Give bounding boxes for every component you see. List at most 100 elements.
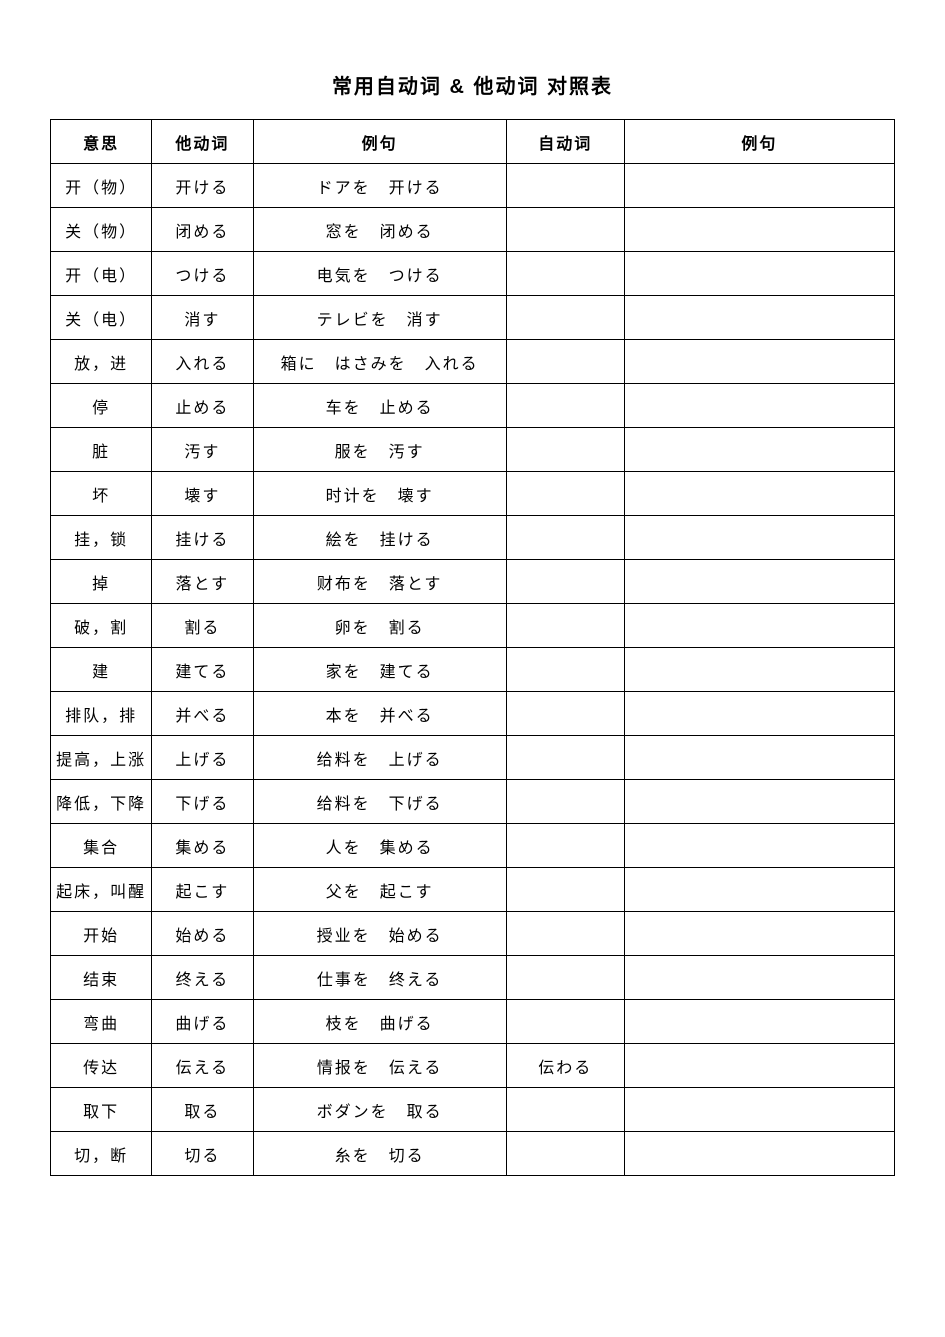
cell-tadoshi: 集める [152, 824, 253, 868]
col-header-meaning: 意思 [51, 120, 152, 164]
cell-tadoshi: 壊す [152, 472, 253, 516]
cell-ex2 [624, 1000, 894, 1044]
cell-jidoshi [506, 252, 624, 296]
cell-tadoshi: 止める [152, 384, 253, 428]
cell-ex2 [624, 560, 894, 604]
cell-jidoshi [506, 956, 624, 1000]
cell-tadoshi: 汚す [152, 428, 253, 472]
cell-ex2 [624, 648, 894, 692]
cell-ex1: 情报を 伝える [253, 1044, 506, 1088]
cell-jidoshi [506, 692, 624, 736]
cell-ex2 [624, 912, 894, 956]
col-header-example2: 例句 [624, 120, 894, 164]
cell-jidoshi [506, 384, 624, 428]
cell-meaning: 脏 [51, 428, 152, 472]
cell-ex2 [624, 780, 894, 824]
cell-tadoshi: 割る [152, 604, 253, 648]
table-row: 开（物）开けるドアを 开ける [51, 164, 895, 208]
cell-ex1: 电気を つける [253, 252, 506, 296]
cell-tadoshi: 消す [152, 296, 253, 340]
cell-tadoshi: 曲げる [152, 1000, 253, 1044]
cell-tadoshi: 始める [152, 912, 253, 956]
table-row: 提高，上涨上げる给料を 上げる [51, 736, 895, 780]
cell-ex2 [624, 252, 894, 296]
table-row: 排队，排并べる本を 并べる [51, 692, 895, 736]
cell-meaning: 开（物） [51, 164, 152, 208]
cell-ex2 [624, 1044, 894, 1088]
cell-meaning: 破，割 [51, 604, 152, 648]
cell-jidoshi [506, 648, 624, 692]
table-row: 开（电）つける电気を つける [51, 252, 895, 296]
table-row: 建建てる家を 建てる [51, 648, 895, 692]
cell-ex2 [624, 208, 894, 252]
cell-jidoshi [506, 1088, 624, 1132]
cell-ex2 [624, 384, 894, 428]
cell-jidoshi [506, 516, 624, 560]
cell-jidoshi [506, 428, 624, 472]
cell-jidoshi [506, 868, 624, 912]
cell-tadoshi: 上げる [152, 736, 253, 780]
cell-ex1: 仕事を 终える [253, 956, 506, 1000]
cell-jidoshi [506, 560, 624, 604]
cell-tadoshi: 终える [152, 956, 253, 1000]
cell-ex2 [624, 164, 894, 208]
cell-ex2 [624, 824, 894, 868]
cell-ex1: 财布を 落とす [253, 560, 506, 604]
cell-meaning: 放，进 [51, 340, 152, 384]
cell-ex1: 糸を 切る [253, 1132, 506, 1176]
cell-ex1: 人を 集める [253, 824, 506, 868]
table-row: 关（电）消すテレビを 消す [51, 296, 895, 340]
cell-ex2 [624, 956, 894, 1000]
table-row: 开始始める授业を 始める [51, 912, 895, 956]
cell-meaning: 弯曲 [51, 1000, 152, 1044]
table-row: 切，断切る糸を 切る [51, 1132, 895, 1176]
cell-meaning: 排队，排 [51, 692, 152, 736]
table-row: 挂，锁挂ける絵を 挂ける [51, 516, 895, 560]
cell-ex2 [624, 428, 894, 472]
cell-jidoshi [506, 164, 624, 208]
cell-tadoshi: 取る [152, 1088, 253, 1132]
cell-ex1: 卵を 割る [253, 604, 506, 648]
col-header-example1: 例句 [253, 120, 506, 164]
cell-ex2 [624, 692, 894, 736]
cell-meaning: 取下 [51, 1088, 152, 1132]
cell-tadoshi: 挂ける [152, 516, 253, 560]
cell-ex1: 父を 起こす [253, 868, 506, 912]
cell-ex2 [624, 604, 894, 648]
cell-tadoshi: 闭める [152, 208, 253, 252]
cell-tadoshi: 入れる [152, 340, 253, 384]
cell-ex1: 时计を 壊す [253, 472, 506, 516]
table-row: 降低，下降下げる给料を 下げる [51, 780, 895, 824]
cell-ex2 [624, 516, 894, 560]
cell-jidoshi [506, 296, 624, 340]
cell-jidoshi [506, 340, 624, 384]
cell-meaning: 提高，上涨 [51, 736, 152, 780]
col-header-tadoshi: 他动词 [152, 120, 253, 164]
cell-ex2 [624, 472, 894, 516]
cell-ex2 [624, 1132, 894, 1176]
cell-tadoshi: つける [152, 252, 253, 296]
cell-meaning: 起床，叫醒 [51, 868, 152, 912]
cell-ex1: 本を 并べる [253, 692, 506, 736]
cell-ex1: 服を 汚す [253, 428, 506, 472]
cell-tadoshi: 伝える [152, 1044, 253, 1088]
cell-jidoshi [506, 824, 624, 868]
cell-jidoshi [506, 472, 624, 516]
table-row: 传达伝える情报を 伝える伝わる [51, 1044, 895, 1088]
cell-meaning: 停 [51, 384, 152, 428]
cell-meaning: 降低，下降 [51, 780, 152, 824]
cell-meaning: 建 [51, 648, 152, 692]
cell-ex1: 给料を 上げる [253, 736, 506, 780]
table-row: 关（物）闭める窓を 闭める [51, 208, 895, 252]
cell-tadoshi: 并べる [152, 692, 253, 736]
table-row: 破，割割る卵を 割る [51, 604, 895, 648]
cell-ex1: 窓を 闭める [253, 208, 506, 252]
cell-tadoshi: 开ける [152, 164, 253, 208]
cell-meaning: 坏 [51, 472, 152, 516]
cell-tadoshi: 起こす [152, 868, 253, 912]
table-row: 弯曲曲げる枝を 曲げる [51, 1000, 895, 1044]
cell-meaning: 关（物） [51, 208, 152, 252]
cell-meaning: 传达 [51, 1044, 152, 1088]
cell-meaning: 挂，锁 [51, 516, 152, 560]
cell-jidoshi [506, 912, 624, 956]
